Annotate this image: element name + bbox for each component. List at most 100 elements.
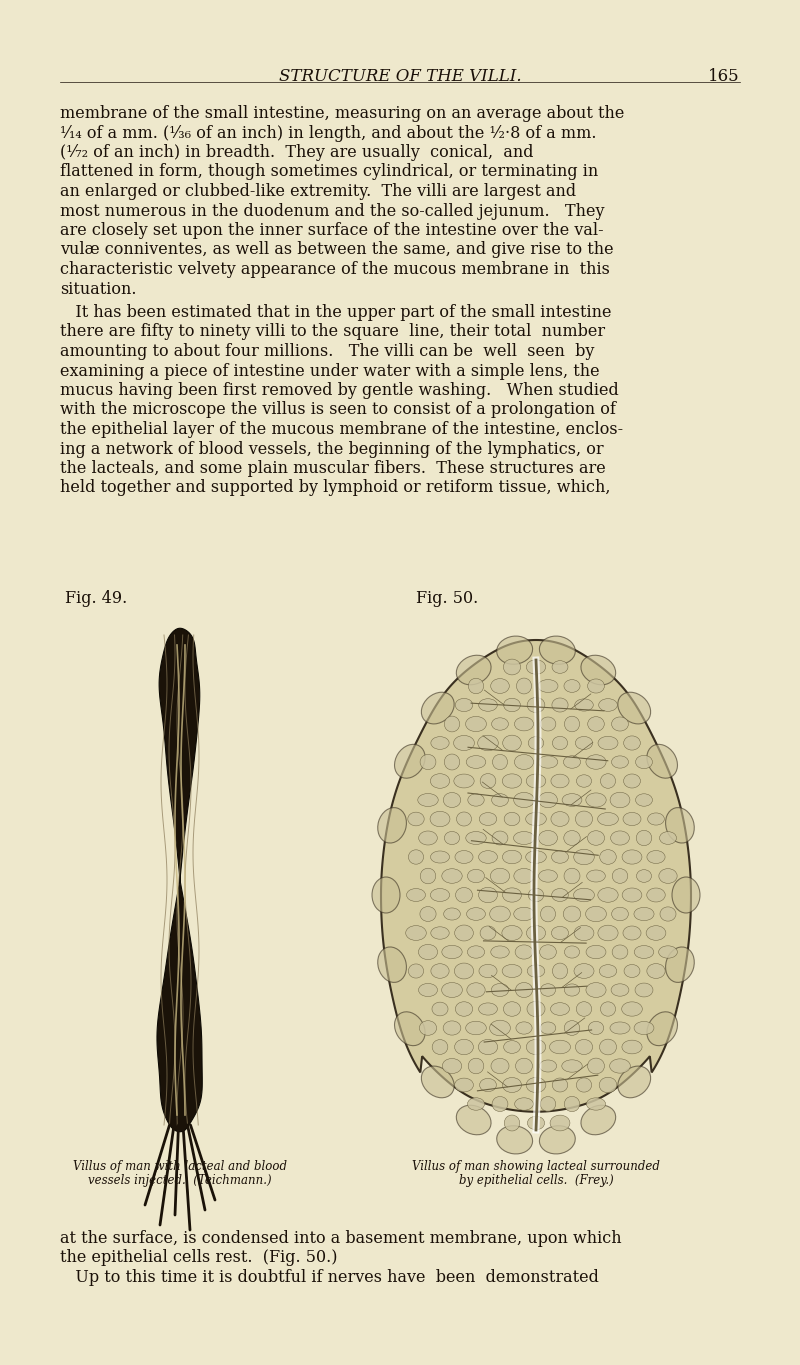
Ellipse shape bbox=[480, 774, 496, 789]
Ellipse shape bbox=[504, 812, 520, 826]
Ellipse shape bbox=[538, 870, 558, 882]
Ellipse shape bbox=[588, 717, 604, 732]
Ellipse shape bbox=[588, 1021, 604, 1035]
Ellipse shape bbox=[666, 947, 694, 983]
Ellipse shape bbox=[406, 925, 426, 940]
Ellipse shape bbox=[564, 1096, 580, 1111]
Ellipse shape bbox=[576, 1002, 592, 1017]
Ellipse shape bbox=[444, 717, 460, 732]
Text: most numerous in the duodenum and the so-called jejunum.   They: most numerous in the duodenum and the so… bbox=[60, 202, 605, 220]
Ellipse shape bbox=[497, 636, 533, 665]
Ellipse shape bbox=[502, 736, 522, 751]
Ellipse shape bbox=[526, 1039, 546, 1055]
Text: held together and supported by lymphoid or retiform tissue, which,: held together and supported by lymphoid … bbox=[60, 479, 610, 497]
Ellipse shape bbox=[514, 868, 534, 883]
Ellipse shape bbox=[478, 1039, 498, 1055]
Ellipse shape bbox=[634, 908, 654, 920]
Ellipse shape bbox=[622, 889, 642, 902]
Ellipse shape bbox=[456, 1106, 491, 1134]
Ellipse shape bbox=[576, 1078, 592, 1092]
Ellipse shape bbox=[442, 1058, 462, 1073]
Ellipse shape bbox=[430, 889, 450, 901]
Ellipse shape bbox=[552, 1078, 568, 1092]
Ellipse shape bbox=[442, 983, 462, 998]
Text: STRUCTURE OF THE VILLI.: STRUCTURE OF THE VILLI. bbox=[278, 68, 522, 85]
Ellipse shape bbox=[666, 808, 694, 844]
Ellipse shape bbox=[420, 755, 436, 770]
Ellipse shape bbox=[418, 983, 438, 996]
Text: vulæ conniventes, as well as between the same, and give rise to the: vulæ conniventes, as well as between the… bbox=[60, 242, 614, 258]
Ellipse shape bbox=[551, 812, 569, 826]
Ellipse shape bbox=[515, 1058, 533, 1074]
Ellipse shape bbox=[444, 908, 460, 920]
Text: 165: 165 bbox=[708, 68, 740, 85]
Ellipse shape bbox=[504, 1115, 520, 1132]
Ellipse shape bbox=[658, 946, 678, 958]
Ellipse shape bbox=[430, 850, 450, 863]
Ellipse shape bbox=[526, 774, 546, 788]
Ellipse shape bbox=[527, 1117, 545, 1130]
Ellipse shape bbox=[647, 850, 665, 864]
Ellipse shape bbox=[490, 1020, 510, 1036]
Ellipse shape bbox=[431, 737, 449, 749]
Ellipse shape bbox=[502, 1077, 522, 1092]
Ellipse shape bbox=[599, 1077, 617, 1093]
Ellipse shape bbox=[552, 736, 568, 749]
Ellipse shape bbox=[528, 737, 544, 749]
Ellipse shape bbox=[467, 983, 485, 998]
Ellipse shape bbox=[431, 964, 449, 979]
Text: membrane of the small intestine, measuring on an average about the: membrane of the small intestine, measuri… bbox=[60, 105, 624, 121]
Ellipse shape bbox=[552, 889, 568, 901]
Ellipse shape bbox=[514, 755, 534, 770]
Ellipse shape bbox=[527, 698, 545, 713]
Ellipse shape bbox=[515, 945, 533, 960]
Ellipse shape bbox=[479, 812, 497, 826]
Ellipse shape bbox=[541, 906, 555, 921]
Ellipse shape bbox=[611, 756, 629, 768]
Ellipse shape bbox=[418, 793, 438, 807]
Ellipse shape bbox=[581, 1106, 616, 1134]
Text: flattened in form, though sometimes cylindrical, or terminating in: flattened in form, though sometimes cyli… bbox=[60, 164, 598, 180]
Ellipse shape bbox=[526, 1077, 546, 1092]
Ellipse shape bbox=[610, 1022, 630, 1035]
Ellipse shape bbox=[514, 908, 534, 921]
Ellipse shape bbox=[587, 678, 605, 693]
Ellipse shape bbox=[408, 850, 424, 864]
Ellipse shape bbox=[454, 774, 474, 788]
Ellipse shape bbox=[538, 792, 558, 808]
Ellipse shape bbox=[526, 812, 546, 826]
Ellipse shape bbox=[538, 756, 558, 768]
Ellipse shape bbox=[455, 887, 473, 902]
Ellipse shape bbox=[563, 906, 581, 921]
Ellipse shape bbox=[478, 699, 498, 711]
Ellipse shape bbox=[527, 1002, 545, 1017]
Ellipse shape bbox=[599, 1039, 617, 1055]
Text: with the microscope the villus is seen to consist of a prolongation of: with the microscope the villus is seen t… bbox=[60, 401, 616, 419]
Text: ¹⁄₁₄ of a mm. (¹⁄₃₆ of an inch) in length, and about the ¹⁄₂·8 of a mm.: ¹⁄₁₄ of a mm. (¹⁄₃₆ of an inch) in lengt… bbox=[60, 124, 597, 142]
Ellipse shape bbox=[490, 946, 510, 958]
Ellipse shape bbox=[635, 983, 653, 996]
Text: an enlarged or clubbed-like extremity.  The villi are largest and: an enlarged or clubbed-like extremity. T… bbox=[60, 183, 576, 201]
Ellipse shape bbox=[514, 1097, 534, 1110]
Text: examining a piece of intestine under water with a simple lens, the: examining a piece of intestine under wat… bbox=[60, 363, 600, 379]
Ellipse shape bbox=[599, 965, 617, 977]
Ellipse shape bbox=[610, 792, 630, 808]
Ellipse shape bbox=[647, 744, 678, 778]
Ellipse shape bbox=[574, 699, 594, 711]
Ellipse shape bbox=[502, 965, 522, 977]
Ellipse shape bbox=[565, 946, 579, 958]
Text: Villus of man with lacteal and blood: Villus of man with lacteal and blood bbox=[73, 1160, 287, 1173]
Ellipse shape bbox=[540, 1096, 556, 1111]
Ellipse shape bbox=[622, 850, 642, 864]
Ellipse shape bbox=[502, 850, 522, 864]
Ellipse shape bbox=[551, 927, 569, 939]
Ellipse shape bbox=[454, 925, 474, 940]
Ellipse shape bbox=[624, 736, 640, 751]
Ellipse shape bbox=[623, 812, 641, 826]
Ellipse shape bbox=[564, 830, 580, 845]
Ellipse shape bbox=[468, 1058, 484, 1074]
Ellipse shape bbox=[497, 1126, 533, 1153]
Ellipse shape bbox=[454, 964, 474, 979]
Ellipse shape bbox=[562, 1059, 582, 1072]
Ellipse shape bbox=[598, 736, 618, 749]
